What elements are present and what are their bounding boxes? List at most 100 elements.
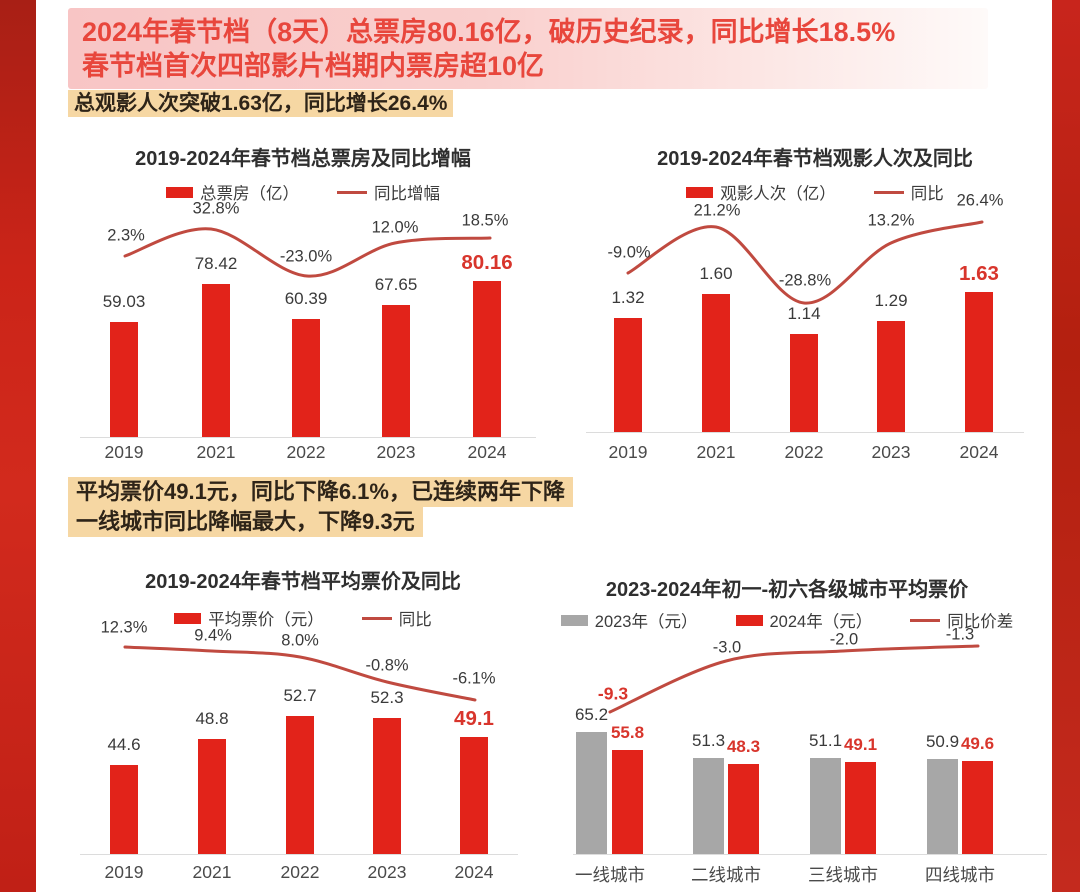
bar-value-label: 52.7 [283, 686, 317, 705]
x-tick-label: 2021 [192, 862, 232, 882]
legend-item: 同比增幅 [337, 180, 440, 204]
bar-value-label: 49.1 [454, 707, 494, 730]
trend-line-legend-icon [361, 616, 392, 620]
legend-label: 同比 [398, 611, 432, 629]
x-tick-label: 2021 [696, 442, 736, 462]
x-axis-line [586, 432, 1024, 433]
bar-value-label: 67.65 [374, 275, 418, 294]
legend-label: 平均票价（元） [208, 611, 324, 629]
red-bar [728, 764, 759, 854]
red-bar [614, 318, 642, 432]
legend-item: 2023年（元） [560, 608, 698, 632]
trend-point-label: -23.0% [279, 247, 333, 266]
price-highlight-line-1: 平均票价49.1元，同比下降6.1%，已连续两年下降 [68, 477, 573, 507]
left-red-strip [0, 0, 36, 892]
trend-point-label: 2.3% [107, 226, 145, 245]
trend-line-legend-icon [910, 618, 941, 622]
chart-title: 2019-2024年春节档总票房及同比增幅 [135, 148, 471, 170]
x-tick-label: 2024 [454, 862, 494, 882]
gray-bar [927, 759, 958, 854]
x-tick-label: 2019 [608, 442, 648, 462]
legend-item: 总票房（亿） [166, 180, 299, 204]
bar-value-label: 48.8 [195, 709, 229, 728]
bar-value-label: 52.3 [370, 688, 404, 707]
bar-value-label: 51.3 [691, 731, 726, 750]
red-bar [286, 716, 314, 854]
chart-title: 2019-2024年春节档平均票价及同比 [145, 571, 461, 593]
bar-value-label: 1.32 [611, 288, 645, 307]
bar-value-label: 55.8 [610, 723, 645, 742]
gray-bar [693, 758, 724, 854]
attendance-highlight: 总观影人次突破1.63亿，同比增长26.4% [68, 90, 454, 117]
banner-line-2: 春节档首次四部影片档期内票房超10亿 [82, 51, 545, 81]
trend-point-label: 12.0% [371, 218, 419, 237]
price-highlight-block: 平均票价49.1元，同比下降6.1%，已连续两年下降 一线城市同比降幅最大，下降… [68, 477, 573, 537]
red-bar [965, 292, 993, 432]
x-tick-label: 2023 [871, 442, 911, 462]
legend-item: 观影人次（亿） [686, 180, 836, 204]
bar-value-label: 59.03 [102, 292, 146, 311]
chart-legend: 总票房（亿） 同比增幅 [68, 180, 538, 204]
red-bar [702, 294, 730, 432]
banner-line-1: 2024年春节档（8天）总票房80.16亿，破历史纪录，同比增长18.5% [82, 17, 896, 47]
gray-bar [576, 732, 607, 854]
bar-value-label: 65.2 [574, 705, 609, 724]
x-tick-label: 2022 [280, 862, 320, 882]
trend-point-label: -9.3 [597, 683, 629, 704]
trend-point-label: 13.2% [867, 211, 915, 230]
x-tick-label: 2019 [104, 442, 144, 462]
bar-value-label: 1.63 [959, 262, 999, 285]
right-red-strip [1052, 0, 1080, 892]
legend-label: 同比增幅 [374, 185, 440, 203]
chart-avg-price: 2019-2024年春节档平均票价及同比平均票价（元） 同比 44.6 48.8 52.… [68, 550, 538, 890]
chart-attendance: 2019-2024年春节档观影人次及同比 观影人次（亿） 同比 1.32 1.60 1.1… [580, 130, 1050, 470]
trend-line-legend-icon [337, 190, 367, 194]
red-bar [612, 750, 643, 854]
legend-label: 同比 [910, 185, 944, 203]
trend-point-label: -1.3 [945, 625, 975, 644]
legend-label: 2023年（元） [594, 613, 698, 631]
x-tick-label: 2021 [196, 442, 236, 462]
legend-item: 同比 [361, 606, 432, 630]
gray-bar [810, 758, 841, 854]
legend-item: 同比 [873, 180, 944, 204]
red-bar-legend-icon [174, 612, 202, 624]
trend-point-label: -0.8% [365, 656, 409, 675]
red-bar [845, 762, 876, 854]
bar-value-label: 1.60 [699, 264, 733, 283]
bar-value-label: 49.6 [960, 734, 995, 753]
legend-label: 2024年（元） [769, 613, 873, 631]
bar-value-label: 44.6 [107, 735, 141, 754]
trend-point-label: 9.4% [194, 626, 232, 645]
red-bar [790, 334, 818, 432]
red-bar-legend-icon [686, 186, 714, 198]
chart-legend: 2023年（元） 2024年（元） 同比价差 [555, 608, 1019, 632]
chart-title: 2019-2024年春节档观影人次及同比 [657, 148, 973, 170]
legend-item: 同比价差 [910, 608, 1013, 632]
headline-banner: 2024年春节档（8天）总票房80.16亿，破历史纪录，同比增长18.5% 春节… [68, 8, 988, 89]
content-area: 2024年春节档（8天）总票房80.16亿，破历史纪录，同比增长18.5% 春节… [36, 0, 1052, 892]
legend-item: 平均票价（元） [174, 606, 324, 630]
x-tick-label: 2023 [376, 442, 416, 462]
trend-point-label: 12.3% [100, 618, 148, 637]
chart-legend: 观影人次（亿） 同比 [580, 180, 1050, 204]
red-bar [198, 739, 226, 854]
x-tick-label: 2019 [104, 862, 144, 882]
x-tick-label: 二线城市 [691, 865, 761, 885]
x-axis-line [80, 854, 518, 855]
trend-point-label: 18.5% [461, 211, 509, 230]
chart-total-box-office: 2019-2024年春节档总票房及同比增幅 总票房（亿） 同比增幅 59.03 78.4… [68, 130, 538, 470]
red-bar [202, 284, 230, 437]
x-tick-label: 2024 [467, 442, 507, 462]
bar-value-label: 60.39 [284, 289, 328, 308]
red-bar [382, 305, 410, 437]
bar-value-label: 49.1 [843, 735, 878, 754]
trend-point-label: 26.4% [956, 191, 1004, 210]
trend-point-label: -3.0 [712, 638, 742, 657]
x-tick-label: 三线城市 [808, 865, 878, 885]
trend-point-label: -28.8% [778, 271, 832, 290]
bar-value-label: 80.16 [461, 251, 513, 274]
bar-value-label: 51.1 [808, 731, 843, 750]
bar-value-label: 1.29 [874, 291, 908, 310]
